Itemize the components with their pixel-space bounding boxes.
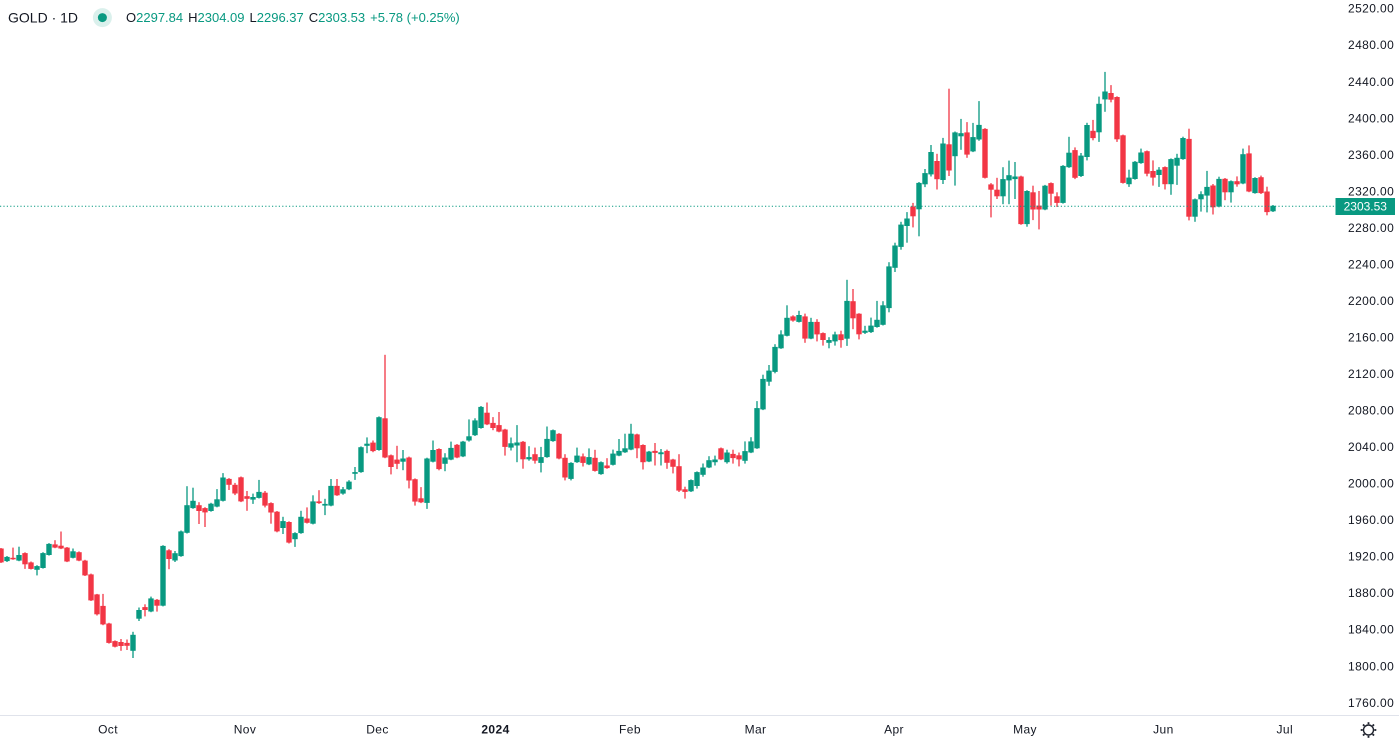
- svg-text:GOLD · 1D: GOLD · 1D: [8, 10, 78, 26]
- svg-text:Mar: Mar: [745, 723, 767, 737]
- svg-text:1960.00: 1960.00: [1348, 513, 1394, 527]
- svg-text:2200.00: 2200.00: [1348, 294, 1394, 308]
- svg-text:2040.00: 2040.00: [1348, 440, 1394, 454]
- svg-text:2280.00: 2280.00: [1348, 221, 1394, 235]
- svg-text:2303.53: 2303.53: [1344, 200, 1388, 214]
- svg-text:2080.00: 2080.00: [1348, 404, 1394, 418]
- svg-text:1880.00: 1880.00: [1348, 586, 1394, 600]
- svg-text:Dec: Dec: [366, 723, 389, 737]
- svg-text:2400.00: 2400.00: [1348, 111, 1394, 125]
- svg-text:Jul: Jul: [1277, 723, 1294, 737]
- svg-text:Feb: Feb: [619, 723, 641, 737]
- svg-text:Apr: Apr: [884, 723, 904, 737]
- svg-text:2000.00: 2000.00: [1348, 477, 1394, 491]
- svg-text:1760.00: 1760.00: [1348, 696, 1394, 710]
- svg-text:1800.00: 1800.00: [1348, 659, 1394, 673]
- svg-text:2520.00: 2520.00: [1348, 2, 1394, 16]
- svg-text:2120.00: 2120.00: [1348, 367, 1394, 381]
- svg-text:2240.00: 2240.00: [1348, 257, 1394, 271]
- svg-text:May: May: [1013, 723, 1037, 737]
- svg-text:2024: 2024: [481, 723, 509, 737]
- svg-text:2360.00: 2360.00: [1348, 148, 1394, 162]
- svg-text:Nov: Nov: [234, 723, 257, 737]
- svg-text:1840.00: 1840.00: [1348, 623, 1394, 637]
- svg-text:2320.00: 2320.00: [1348, 184, 1394, 198]
- svg-text:1920.00: 1920.00: [1348, 550, 1394, 564]
- svg-text:Jun: Jun: [1153, 723, 1174, 737]
- svg-text:2160.00: 2160.00: [1348, 331, 1394, 345]
- svg-text:2480.00: 2480.00: [1348, 38, 1394, 52]
- svg-text:2440.00: 2440.00: [1348, 75, 1394, 89]
- svg-text:Oct: Oct: [98, 723, 118, 737]
